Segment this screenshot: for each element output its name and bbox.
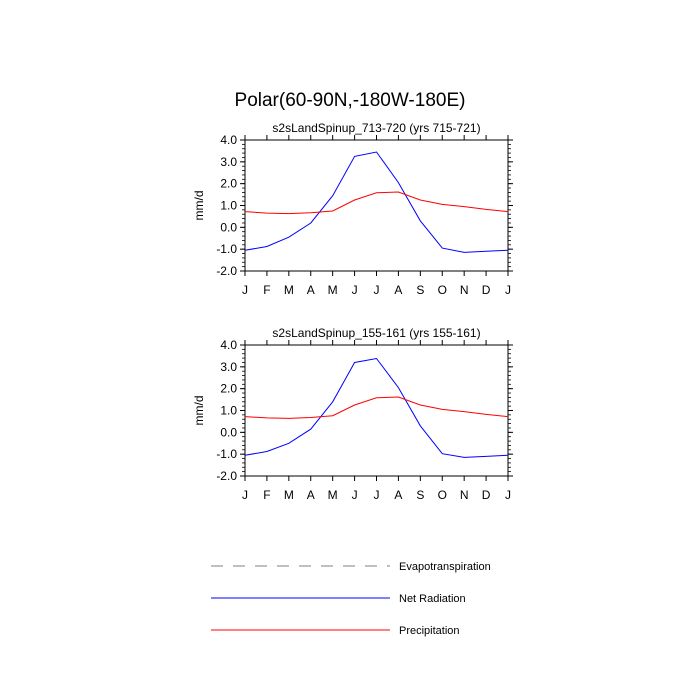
x-tick-label: J bbox=[352, 283, 358, 297]
chart-subtitle: s2sLandSpinup_713-720 (yrs 715-721) bbox=[272, 121, 480, 135]
x-tick-label: N bbox=[460, 488, 469, 502]
y-tick-label: 4.0 bbox=[220, 133, 237, 147]
x-tick-label: O bbox=[438, 488, 447, 502]
y-tick-label: 3.0 bbox=[220, 155, 237, 169]
x-tick-label: A bbox=[307, 488, 315, 502]
plot-frame bbox=[244, 344, 509, 477]
x-tick-label: J bbox=[505, 488, 511, 502]
y-tick-label: 3.0 bbox=[220, 360, 237, 374]
plot-frame bbox=[244, 139, 509, 272]
chart-panel-1: s2sLandSpinup_713-720 (yrs 715-721) mm/d 4… bbox=[192, 121, 513, 297]
x-tick-label: J bbox=[374, 488, 380, 502]
x-tick-label: N bbox=[460, 283, 469, 297]
y-tick-label: -1.0 bbox=[216, 242, 237, 256]
x-tick-label: S bbox=[416, 283, 424, 297]
figure-title: Polar(60-90N,-180W-180E) bbox=[235, 90, 466, 111]
x-tick-label: D bbox=[482, 488, 491, 502]
legend: Evapotranspiration Net Radiation Precipita… bbox=[211, 561, 491, 637]
y-tick-label: 4.0 bbox=[220, 338, 237, 352]
y-tick-label: -2.0 bbox=[216, 264, 237, 278]
x-tick-label: M bbox=[284, 283, 294, 297]
y-axis-label: mm/d bbox=[192, 191, 206, 221]
legend-label: Net Radiation bbox=[399, 593, 466, 605]
y-tick-label: 0.0 bbox=[220, 220, 237, 234]
x-tick-label: M bbox=[328, 488, 338, 502]
x-tick-label: M bbox=[284, 488, 294, 502]
x-tick-label: S bbox=[416, 488, 424, 502]
series-line-net-radiation bbox=[244, 151, 509, 253]
chart-panel-2: s2sLandSpinup_155-161 (yrs 155-161) mm/d 4… bbox=[192, 326, 513, 502]
x-tick-label: A bbox=[307, 283, 315, 297]
y-tick-label: -2.0 bbox=[216, 469, 237, 483]
x-tick-label: O bbox=[438, 283, 447, 297]
x-tick-label: J bbox=[242, 488, 248, 502]
y-tick-label: 1.0 bbox=[220, 404, 237, 418]
x-tick-label: J bbox=[374, 283, 380, 297]
y-tick-label: 0.0 bbox=[220, 425, 237, 439]
x-tick-label: J bbox=[505, 283, 511, 297]
y-tick-label: -1.0 bbox=[216, 447, 237, 461]
x-tick-label: J bbox=[352, 488, 358, 502]
chart-subtitle: s2sLandSpinup_155-161 (yrs 155-161) bbox=[272, 326, 480, 340]
y-axis-label: mm/d bbox=[192, 396, 206, 426]
x-tick-label: D bbox=[482, 283, 491, 297]
legend-label: Evapotranspiration bbox=[399, 561, 491, 573]
series-line-precipitation bbox=[244, 396, 509, 419]
y-tick-label: 1.0 bbox=[220, 199, 237, 213]
y-tick-label: 2.0 bbox=[220, 382, 237, 396]
x-tick-label: F bbox=[263, 488, 270, 502]
legend-label: Precipitation bbox=[399, 625, 460, 637]
series-line-net-radiation bbox=[244, 357, 509, 458]
x-tick-label: A bbox=[394, 488, 402, 502]
series-line-precipitation bbox=[244, 191, 509, 215]
y-tick-label: 2.0 bbox=[220, 177, 237, 191]
x-tick-label: J bbox=[242, 283, 248, 297]
x-tick-label: F bbox=[263, 283, 270, 297]
x-tick-label: M bbox=[328, 283, 338, 297]
x-tick-label: A bbox=[394, 283, 402, 297]
